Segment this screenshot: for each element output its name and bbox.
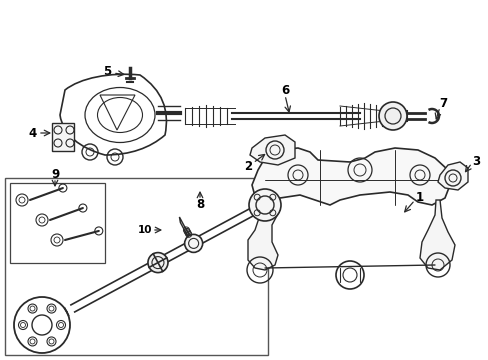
Text: 9: 9 [51, 167, 59, 180]
Circle shape [184, 234, 202, 252]
Bar [10, 183, 105, 263]
Polygon shape [247, 200, 280, 270]
Bar [5, 178, 267, 355]
Circle shape [148, 253, 167, 273]
Text: 3: 3 [471, 154, 479, 167]
Circle shape [248, 189, 281, 221]
Polygon shape [419, 200, 454, 270]
Bar [52, 123, 74, 151]
Text: 7: 7 [438, 96, 446, 109]
Polygon shape [249, 135, 294, 165]
Text: 1: 1 [415, 190, 423, 203]
Text: 4: 4 [29, 126, 37, 140]
Text: 8: 8 [196, 198, 203, 211]
Text: 6: 6 [280, 84, 288, 96]
Polygon shape [179, 217, 190, 240]
Polygon shape [251, 148, 449, 206]
Circle shape [378, 102, 406, 130]
Text: 5: 5 [102, 64, 111, 77]
Text: 10: 10 [138, 225, 152, 235]
Polygon shape [437, 162, 467, 190]
Text: 2: 2 [244, 159, 251, 172]
